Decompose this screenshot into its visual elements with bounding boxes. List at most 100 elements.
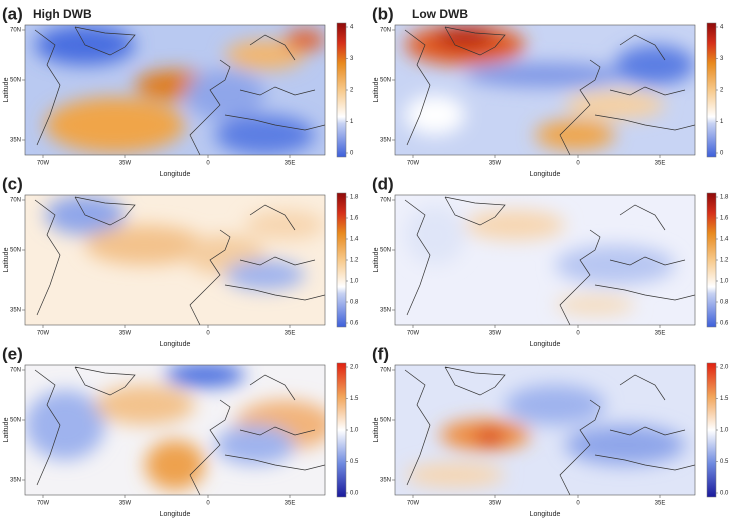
anomaly-blob [85,225,205,265]
x-tick-label: 70W [37,161,50,167]
anomaly-blob [435,27,495,47]
anomaly-blob [95,385,195,425]
anomaly-blob [45,97,185,153]
panel: 70W 35W 0 35E 70N 50N 35N Longitude Latitude (b) L… [372,4,724,177]
colorbar-tick-label: 2 [720,88,724,94]
colorbar-tick-label: 1.0 [720,279,729,285]
x-tick-label: 35E [285,331,296,337]
panel-title: Low DWB [412,7,468,21]
colorbar-tick-label: 4 [720,25,724,31]
y-tick-label: 50N [380,248,391,254]
y-tick-label: 70N [10,198,21,204]
colorbar-tick-label: 0.6 [720,321,729,327]
anomaly-blob [215,425,295,465]
y-tick-label: 50N [10,418,21,424]
y-tick-label: 50N [380,78,391,84]
x-tick-label: 35W [489,161,502,167]
colorbar [706,362,717,498]
y-tick-label: 35N [380,138,391,144]
panel: 70W 35W 0 35E 70N 50N 35N Longitude Latitude (e) 2… [2,344,359,517]
map-field [395,195,695,325]
colorbar-tick-label: 0.0 [350,491,359,497]
x-tick-label: 35E [655,331,666,337]
colorbar-tick-label: 0 [720,151,724,157]
x-tick-label: 70W [407,331,420,337]
map-field [25,195,325,325]
anomaly-blob [565,425,685,465]
y-tick-label: 35N [380,308,391,314]
map-field [25,25,325,155]
map-frame [24,24,326,156]
x-tick-label: 0 [206,161,210,167]
anomaly-blob [555,295,635,315]
colorbar [336,22,347,158]
anomaly-blob [555,245,675,285]
x-tick-label: 70W [37,501,50,507]
y-axis-label: Latitude [373,247,380,272]
panel-label: (f) [372,344,389,363]
x-axis-label: Longitude [530,511,561,518]
anomaly-blob [615,45,695,85]
panel: 70W 35W 0 35E 70N 50N 35N Longitude Latitude (f) 2… [372,344,729,517]
colorbar-tick-label: 3 [350,56,354,62]
colorbar-tick-label: 1.4 [350,237,359,243]
map-frame [394,364,696,496]
anomaly-blob [465,210,565,240]
anomaly-blob [405,205,465,265]
y-axis-label: Latitude [373,417,380,442]
y-tick-label: 70N [380,28,391,34]
x-tick-label: 70W [407,161,420,167]
colorbar-tick-label: 0.6 [350,321,359,327]
colorbar-tick-label: 1.0 [720,428,729,434]
panel-label: (a) [2,4,23,23]
colorbar-tick-label: 1.5 [720,396,729,402]
map-field [395,365,695,495]
colorbar-tick-label: 1.5 [350,396,359,402]
x-axis-label: Longitude [160,341,191,348]
x-tick-label: 35W [119,501,132,507]
coastline [34,26,325,155]
colorbar-tick-label: 1.2 [720,258,729,264]
colorbar-tick-label: 1.4 [720,237,729,243]
x-tick-label: 70W [37,331,50,337]
colorbar-tick-label: 1 [720,119,724,125]
panel-label: (b) [372,4,394,23]
panel-label: (d) [372,174,394,193]
x-tick-label: 35W [119,331,132,337]
y-axis-label: Latitude [3,417,10,442]
colorbar-tick-label: 1.0 [350,279,359,285]
colorbar [336,362,347,498]
colorbar [336,192,347,328]
colorbar-tick-label: 2 [350,88,354,94]
coastline [34,366,325,495]
map-frame [24,364,326,496]
anomaly-blob [285,30,325,50]
x-tick-label: 0 [576,501,580,507]
coastline [34,196,325,325]
colorbar-tick-label: 1.6 [350,216,359,222]
anomaly-blob [165,365,245,387]
x-tick-label: 35E [285,501,296,507]
y-tick-label: 70N [380,198,391,204]
x-tick-label: 35W [489,331,502,337]
y-tick-label: 35N [10,478,21,484]
y-tick-label: 70N [10,28,21,34]
panel: 70W 35W 0 35E 70N 50N 35N Longitude Latitude (c) 1… [2,174,359,347]
anomaly-blob [225,260,305,290]
x-tick-label: 35W [119,161,132,167]
anomaly-field [25,365,325,490]
anomaly-blob [505,385,605,425]
colorbar-tick-label: 0.8 [720,300,729,306]
coastline [404,366,695,495]
map-field [395,25,695,155]
anomaly-blob [405,463,505,487]
colorbar-tick-label: 1.8 [350,195,359,201]
colorbar-tick-label: 3 [720,56,724,62]
colorbar-tick-label: 2.0 [720,365,729,371]
anomaly-blob [535,120,615,150]
colorbar-tick-label: 1 [350,119,354,125]
coastline [404,196,695,325]
anomaly-blob [215,115,315,155]
map-frame [24,194,326,326]
